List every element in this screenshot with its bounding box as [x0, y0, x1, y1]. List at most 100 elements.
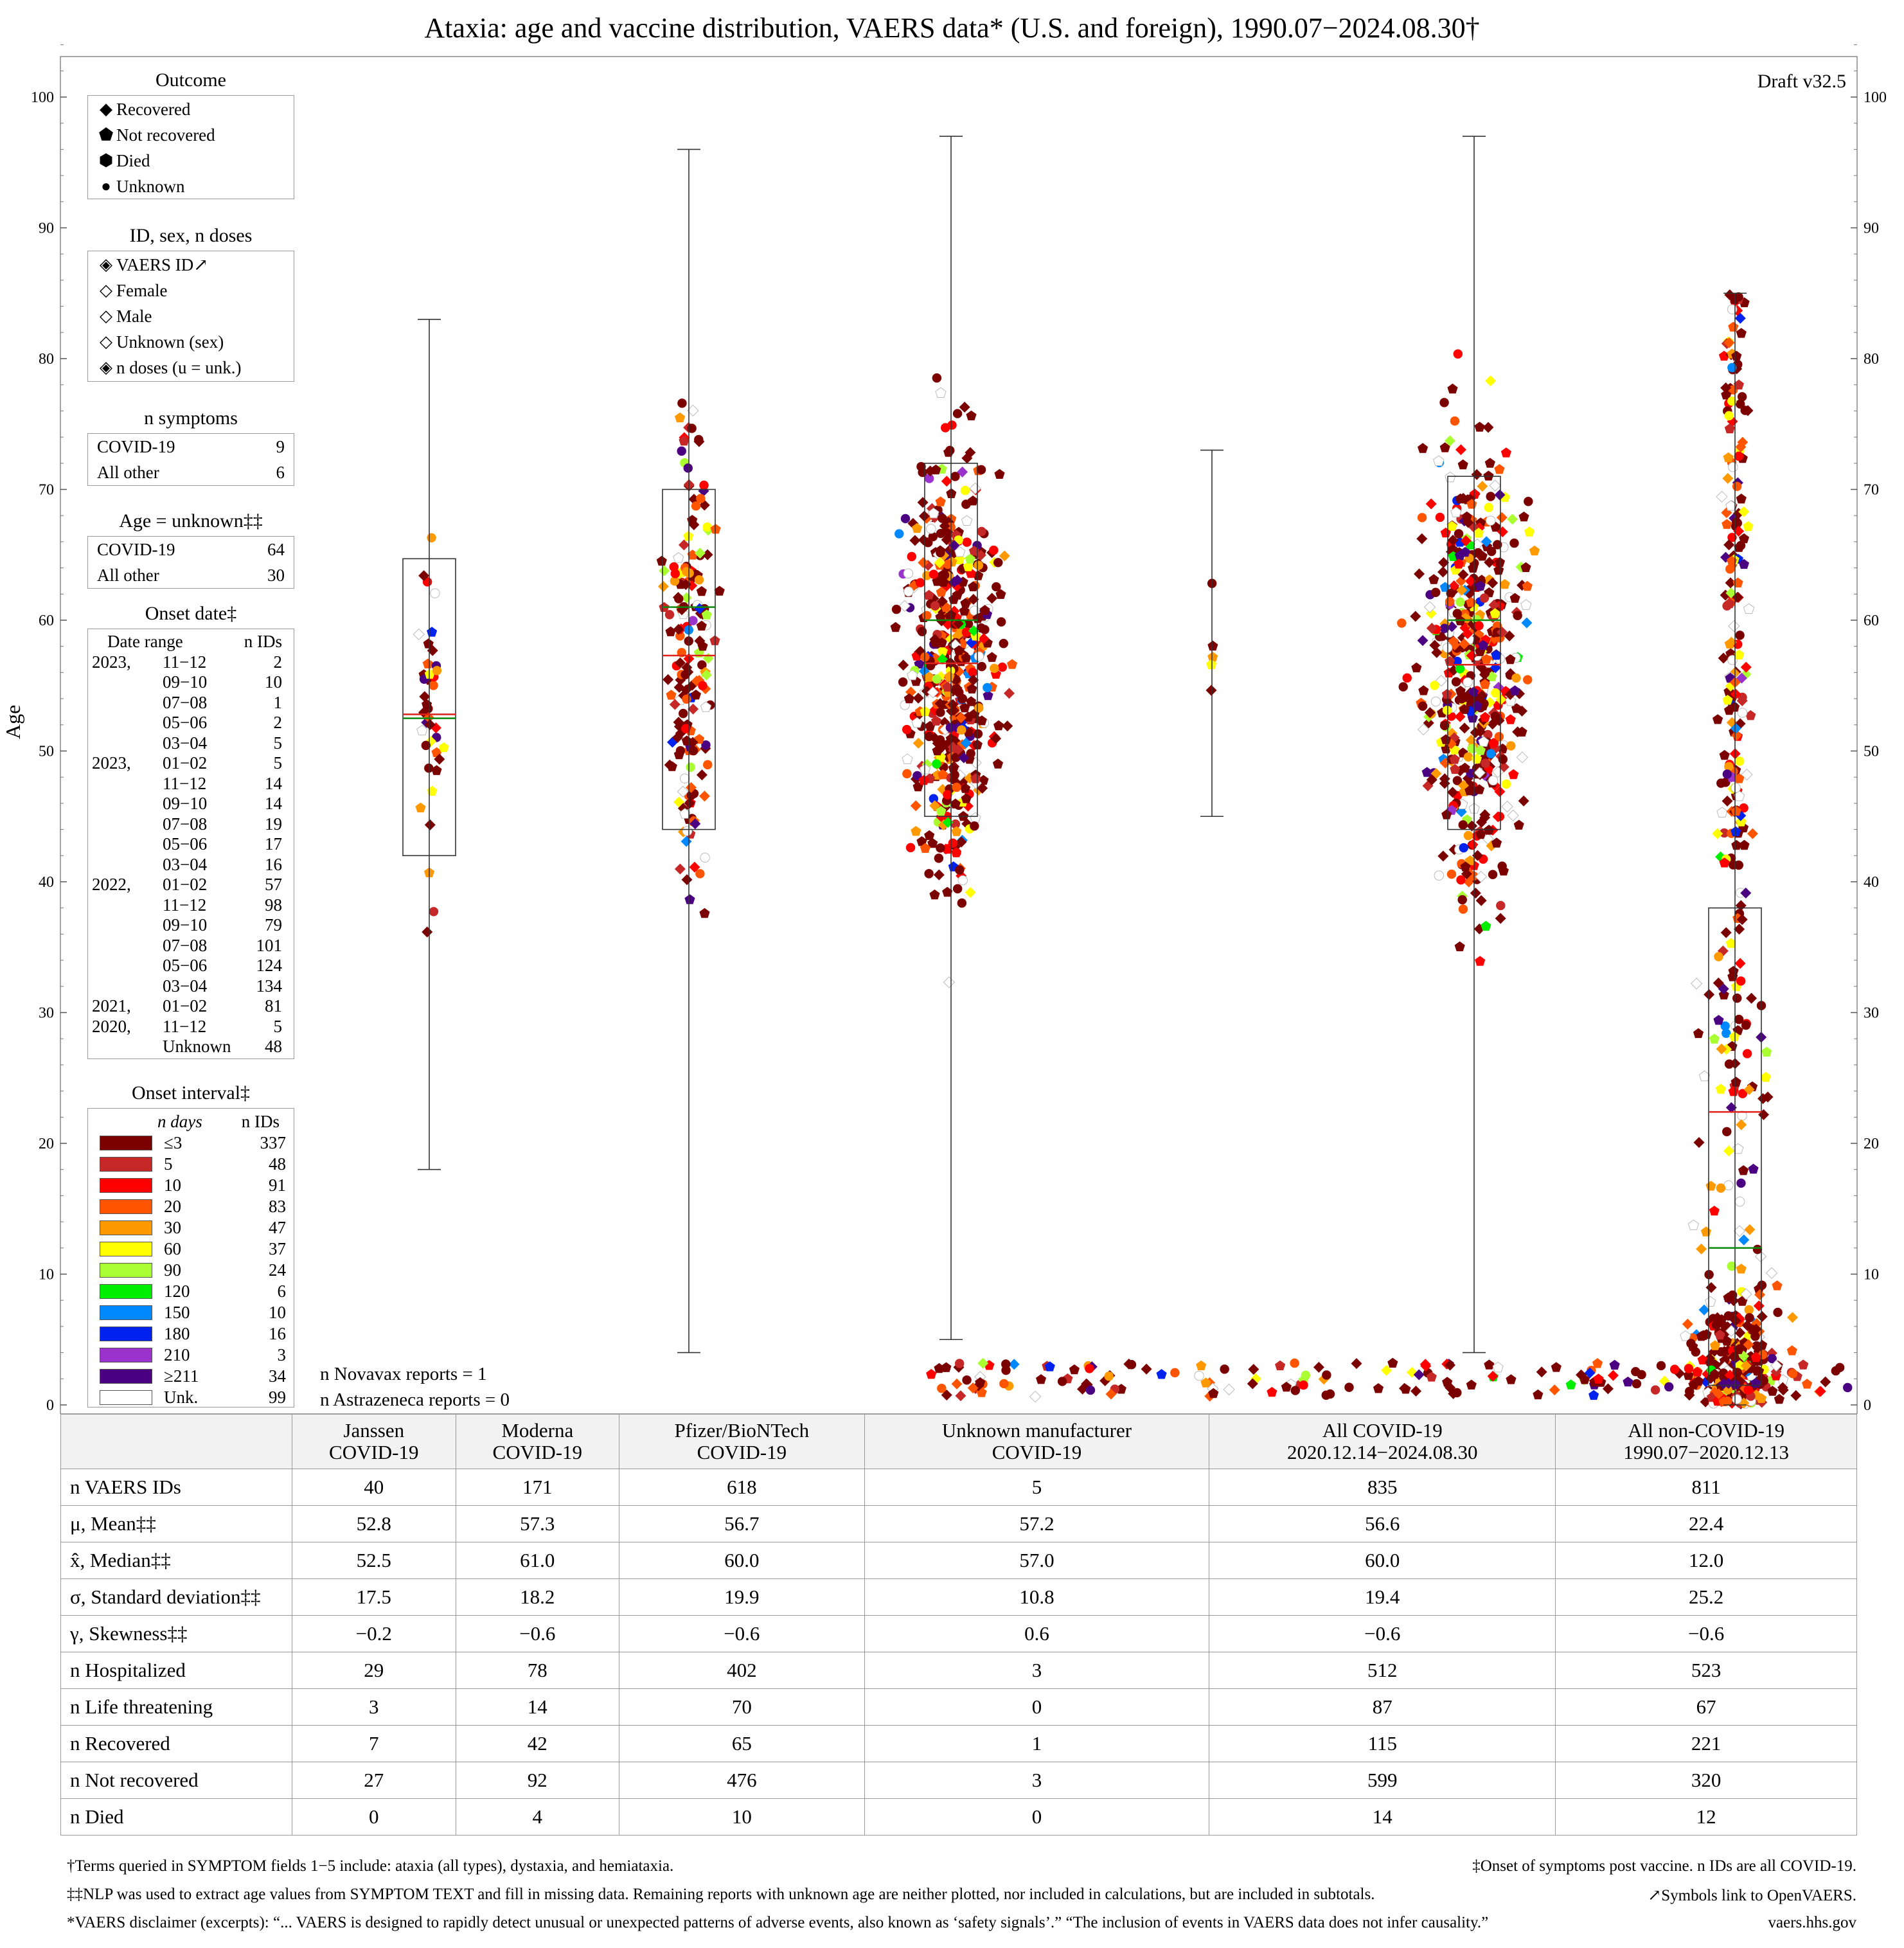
onset-date-legend: Date range n IDs 2023, 11−12 2 09−10 10 07−08 1…: [87, 629, 294, 1059]
data-point: [917, 627, 927, 636]
data-point: [961, 452, 973, 464]
data-point: [1752, 1244, 1763, 1255]
data-point: [1725, 577, 1736, 589]
data-point: [952, 884, 963, 894]
data-point: [1734, 451, 1744, 461]
onset-interval-row: Unk. 99: [88, 1387, 294, 1408]
data-point: [696, 494, 706, 503]
data-point: [1705, 1357, 1715, 1368]
data-point: [700, 852, 710, 863]
data-point: [1488, 870, 1498, 879]
data-point: [938, 514, 947, 523]
onset-date-row: 03−04 5: [163, 733, 282, 753]
onset-interval-row: 90 24: [88, 1260, 294, 1281]
y-tick-label: 100: [1864, 89, 1887, 106]
data-point: [1456, 875, 1466, 885]
data-point: [1491, 837, 1502, 848]
table-cell: 4: [455, 1798, 620, 1836]
data-point: [1498, 865, 1509, 876]
data-point: [1456, 584, 1468, 596]
data-point: [954, 1359, 965, 1368]
data-point: [438, 742, 449, 753]
data-point: [1772, 1280, 1783, 1291]
data-point: [986, 593, 998, 604]
data-point: [918, 774, 929, 785]
data-point: [1709, 1206, 1720, 1216]
data-point: [427, 645, 438, 656]
data-point: [1426, 774, 1437, 785]
table-cell: 14: [455, 1688, 620, 1726]
data-point: [675, 746, 686, 756]
data-point: [955, 865, 965, 875]
data-point: [1512, 726, 1524, 738]
data-point: [903, 693, 914, 704]
data-point: [1698, 1304, 1710, 1316]
data-point: [1732, 1368, 1742, 1377]
data-point: [1381, 1364, 1392, 1376]
data-point: [1475, 580, 1486, 591]
table-cell: 320: [1555, 1762, 1857, 1799]
data-point: [1170, 1368, 1180, 1378]
data-point: [1491, 650, 1502, 660]
data-point: [1767, 1386, 1778, 1396]
data-point: [1682, 1318, 1693, 1330]
data-point: [1820, 1376, 1831, 1388]
data-point: [1727, 362, 1737, 373]
data-point: [1455, 664, 1465, 674]
data-point: [1529, 545, 1540, 556]
data-point: [1437, 566, 1449, 578]
data-point: [990, 733, 1002, 744]
data-point: [429, 907, 439, 916]
data-point: [1740, 887, 1752, 898]
draft-label: Draft v32.5: [1757, 71, 1846, 92]
data-point: [1416, 533, 1428, 544]
data-point: [684, 798, 695, 809]
data-point: [1723, 539, 1735, 551]
data-point: [1104, 1372, 1114, 1381]
data-point: [1728, 1295, 1739, 1307]
data-point: [938, 576, 949, 587]
data-point: [1421, 767, 1432, 777]
data-point: [934, 853, 944, 863]
table-cell: 221: [1555, 1725, 1857, 1762]
data-point: [1002, 720, 1013, 732]
data-point: [1489, 479, 1501, 492]
table-cell: 67: [1555, 1688, 1857, 1726]
data-point: [673, 717, 684, 728]
data-point: [1738, 1165, 1749, 1175]
legend-item: ◆ Recovered: [88, 96, 294, 122]
data-point: [1473, 767, 1486, 779]
y-tick-label: 70: [39, 482, 54, 499]
data-point: [1445, 596, 1455, 607]
y-tick-label: 20: [39, 1136, 54, 1152]
onset-date-row: 05−06 2: [163, 713, 282, 732]
data-point: [1450, 506, 1462, 517]
onset-interval-legend: n days n IDs ≤3 337 5 48 10 91 20 83 30 47 60 37 90 24…: [87, 1108, 294, 1407]
legend-item: ◈ n doses (u = unk.): [88, 355, 294, 380]
table-cell: 512: [1209, 1652, 1556, 1689]
table-cell: 56.7: [619, 1505, 865, 1542]
data-point: [936, 596, 948, 607]
data-point: [994, 469, 1005, 479]
data-point: [1729, 860, 1738, 870]
data-point: [974, 703, 984, 713]
data-point: [1196, 1360, 1207, 1371]
data-point: [1734, 1360, 1745, 1370]
data-point: [1481, 758, 1490, 768]
data-point: [1593, 1373, 1604, 1384]
data-point: [1705, 1282, 1717, 1293]
data-point: [1727, 1261, 1737, 1271]
data-point: [698, 791, 710, 802]
data-point: [1484, 503, 1494, 512]
data-point: [924, 474, 934, 483]
data-point: [1723, 337, 1735, 348]
data-point: [1522, 580, 1533, 591]
data-point: [1729, 1031, 1740, 1042]
data-point: [977, 661, 987, 672]
table-cell: 1: [864, 1725, 1210, 1762]
data-point: [1452, 656, 1462, 666]
table-cell: 0: [864, 1798, 1210, 1836]
data-point: [1437, 850, 1449, 862]
data-point: [912, 737, 924, 749]
data-point: [1756, 1311, 1768, 1323]
